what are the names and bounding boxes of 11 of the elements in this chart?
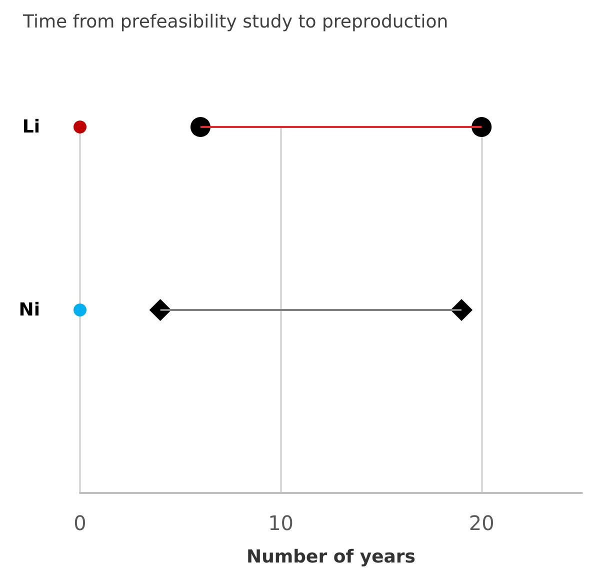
point [74,120,86,134]
chart-title: Time from prefeasibility study to preproduction [22,12,448,32]
point [74,304,86,316]
point [450,299,473,321]
x-axis-title: Number of years [246,546,416,568]
y-tick-label: Li [22,116,40,138]
y-tick-label: Ni [18,300,40,320]
point [190,117,210,137]
x-tick-label: 20 [468,511,494,535]
x-tick-label: 10 [268,511,294,535]
x-tick-label: 0 [74,511,86,535]
